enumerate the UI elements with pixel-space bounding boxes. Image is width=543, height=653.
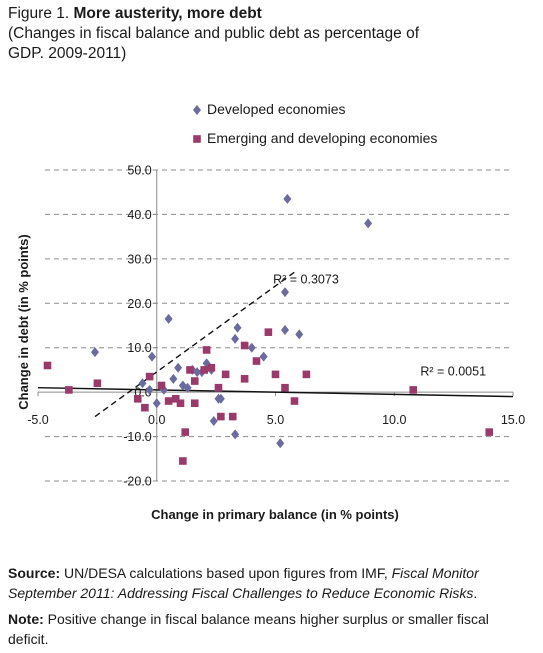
x-tick-label: 15.0 [501,413,525,427]
developed-point [148,351,156,362]
developed-point [231,429,240,440]
figure-heading: More austerity, more debt [73,5,262,22]
y-tick-label: 20.0 [127,297,151,311]
x-tick-label: 10.0 [382,413,406,427]
trendline [37,387,514,398]
legend-label: Developed economies [207,101,346,117]
emerging-point [93,379,102,388]
emerging-point [181,428,190,436]
emerging-point [264,328,273,336]
developed-point [216,393,225,404]
developed-point [164,313,173,324]
developed-point [174,362,183,373]
emerging-point [240,341,249,350]
emerging-point [281,383,289,392]
developed-point [183,382,192,393]
emerging-point [179,457,187,465]
developed-point [283,193,292,204]
emerging-point [240,375,249,383]
emerging-point [141,403,149,412]
emerging-point [409,386,418,394]
x-tick-label: -5.0 [27,413,49,427]
developed-point [295,329,304,340]
legend: Developed economies Emerging and developi… [193,101,437,146]
axes: -20.0-10.00.010.020.030.040.050.0-5.0 0.0… [27,164,525,489]
x-axis-title: Change in primary balance (in % points) [151,507,399,522]
y-tick-label: -20.0 [123,475,152,489]
note-label: Note: [8,611,44,627]
legend-diamond-marker [193,105,201,115]
r-squared-label: R² = 0.3073 [273,272,339,286]
y-tick-label: -10.0 [123,430,152,444]
emerging-point [302,370,311,379]
emerging-point [217,412,225,421]
scatter-chart: -20.0-10.00.010.020.030.040.050.0-5.0 0.0… [16,101,525,522]
y-tick-label: 40.0 [127,208,151,222]
emerging-point [271,370,280,379]
axis-labels: Change in primary balance (in % points) C… [16,234,399,522]
figure-subtitle: (Changes in fiscal balance and public de… [8,25,420,62]
developed-point [281,324,289,335]
emerging-point [190,377,199,385]
developed-point [91,347,99,358]
developed-point [145,384,154,395]
x-tick-label: 5.0 [267,413,284,427]
legend-label: Emerging and developing economies [207,130,437,146]
source-text: UN/DESA calculations based upon figures … [64,565,388,581]
emerging-point [171,395,180,403]
developed-point [259,351,268,362]
y-tick-label: 30.0 [127,252,151,266]
developed-point [276,438,285,449]
developed-point [193,367,202,378]
source-note: Source: UN/DESA calculations based upon … [8,563,533,603]
developed-point [247,342,256,353]
developed-point [138,378,147,389]
developed-point [169,373,178,384]
developed-point [209,416,218,427]
emerging-point [290,397,299,405]
emerging-point [157,381,166,390]
emerging-point [200,366,209,374]
emerging-point [252,357,261,365]
developed-point [281,287,289,298]
footnote: Note: Positive change in fiscal balance … [8,609,533,649]
source-label: Source: [8,565,61,581]
emerging-point [176,399,185,408]
developed-point [364,218,373,229]
x-tick-label: 0.0 [148,413,165,427]
y-axis-title: Change in debt (in % points) [16,234,31,410]
developed-point [152,398,161,409]
emerging-point [186,366,194,374]
emerging-point [190,399,199,408]
emerging-point [133,395,142,403]
source-end: . [473,585,478,601]
y-tick-label: 50.0 [127,164,151,178]
trendlines: R² = 0.3073 R² = 0.0051 [37,271,514,418]
y-tick-label: 10.0 [127,341,151,355]
figure-number: Figure 1. [8,5,70,22]
gridlines [45,169,513,482]
developed-point [233,322,242,333]
emerging-point [228,412,237,421]
emerging-point [164,397,173,405]
r-squared-label: R² = 0.0051 [420,364,486,378]
trendline [94,271,295,418]
data-points [43,193,494,465]
source-publication: Fiscal Monitor September 2011: Addressin… [8,565,479,601]
emerging-point [145,372,154,381]
emerging-point [221,370,230,379]
emerging-point [485,428,494,436]
note-text: Positive change in fiscal balance means … [8,611,489,647]
figure-title: Figure 1. More austerity, more debt [8,4,528,24]
legend-square-marker [193,135,201,143]
emerging-point [43,361,52,370]
emerging-point [65,386,73,394]
emerging-point [202,346,211,354]
emerging-point [207,363,216,372]
emerging-point [214,383,223,392]
developed-point [231,333,240,344]
